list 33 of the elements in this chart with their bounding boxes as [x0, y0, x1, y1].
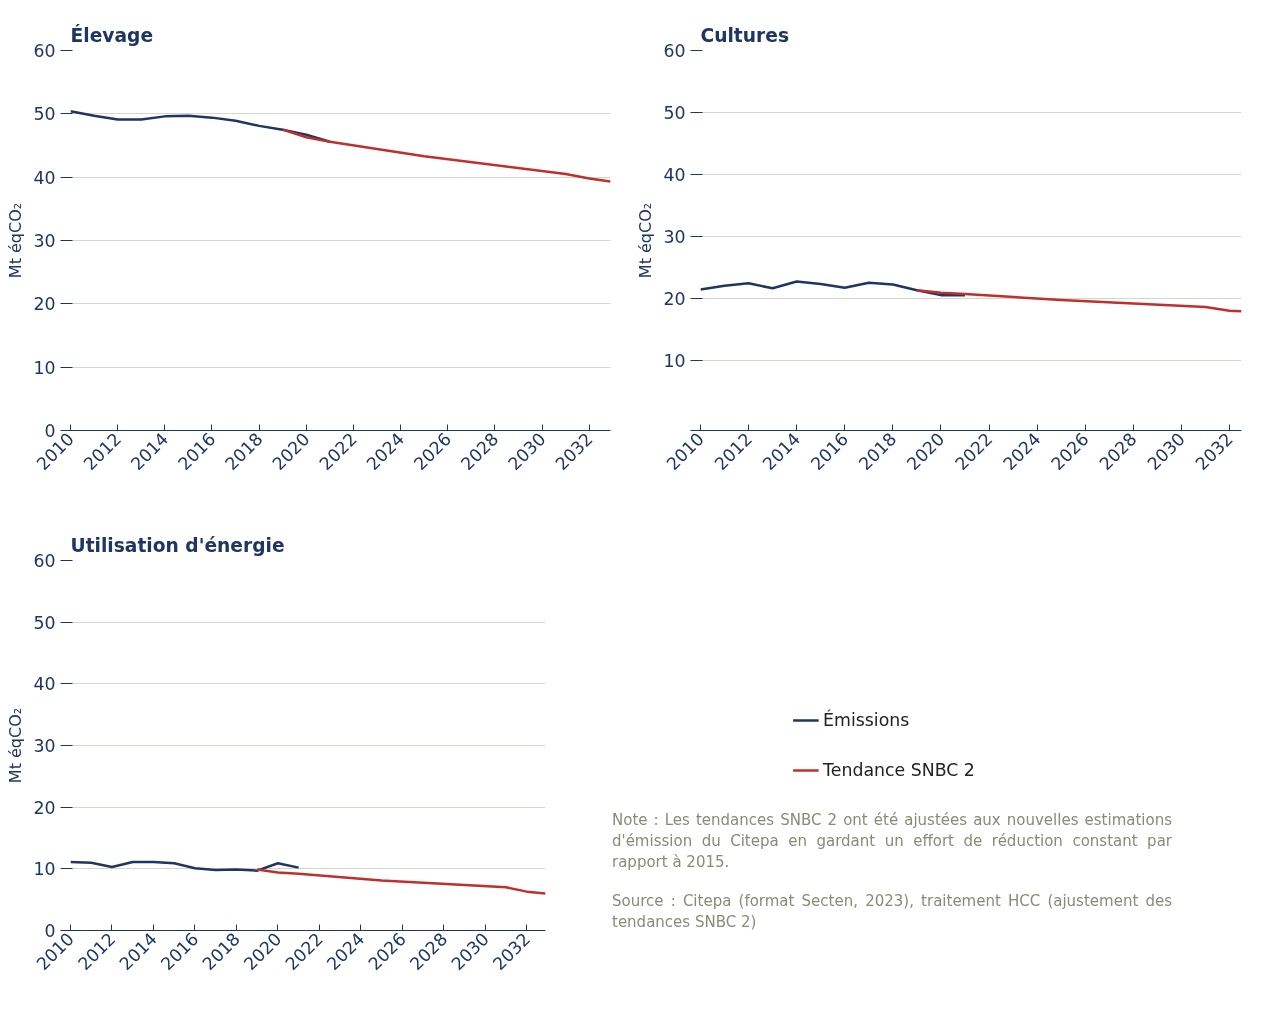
y-tick-label: 20: [33, 797, 56, 818]
line-series: [281, 128, 611, 183]
y-tick-label: 20: [33, 294, 56, 315]
text: Note : Les tendances SNBC 2 ont été ajustées aux nouvelles estimations d'émission du Citepa en gardant un effort de réduction constant par rapport à 2015.: [612, 810, 1172, 873]
legend-label: Tendance SNBC 2: [823, 760, 975, 780]
chart-title: Utilisation d'énergie: [70, 534, 285, 556]
y-tick-label: 50: [33, 104, 56, 125]
y-tick-label: 60: [663, 41, 686, 61]
y-axis-title: Mt éqCO₂: [6, 202, 26, 279]
y-tick-label: 10: [33, 357, 56, 378]
y-tick-label: 40: [663, 165, 686, 186]
y-tick-label: 60: [33, 41, 56, 61]
source-note: Source : Citepa (format Secten, 2023), traitement HCC (ajustement des tendances SNBC 2): [612, 891, 1172, 933]
y-tick-label: 50: [663, 103, 686, 124]
chart-title: Cultures: [700, 24, 790, 46]
line-series: [70, 860, 300, 872]
line-series: [255, 868, 546, 895]
y-tick-label: 30: [33, 736, 56, 756]
y-tick-label: 50: [33, 612, 56, 633]
y-axis-title: Mt éqCO₂: [636, 202, 656, 279]
y-tick-label: 40: [33, 674, 56, 695]
y-tick-label: 10: [33, 859, 56, 880]
chart-title: Élevage: [70, 23, 154, 46]
legend-label: Émissions: [823, 710, 910, 730]
y-tick-label: 60: [33, 551, 56, 571]
y-tick-label: 30: [663, 227, 686, 248]
y-tick-label: 20: [663, 289, 686, 310]
line-series: [700, 280, 967, 297]
y-axis-title: Mt éqCO₂: [6, 707, 26, 784]
y-tick-label: 10: [663, 351, 686, 372]
y-tick-label: 30: [33, 231, 56, 251]
y-tick-label: 40: [33, 167, 56, 188]
line-series: [915, 288, 1242, 313]
